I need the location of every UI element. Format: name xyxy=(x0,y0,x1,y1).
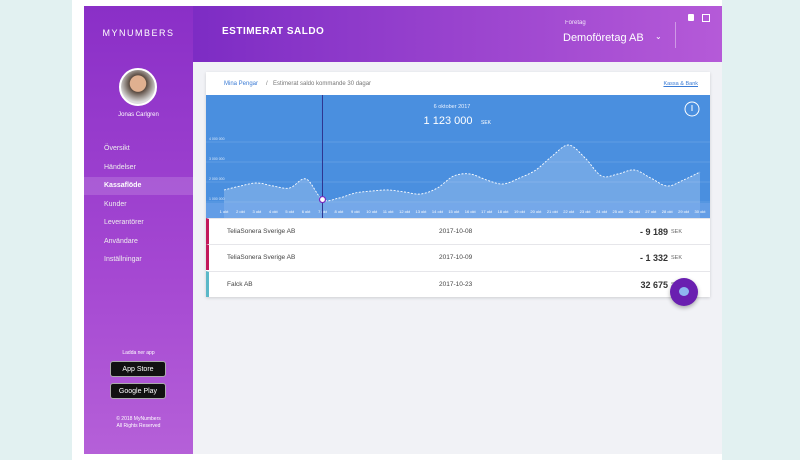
amount: - 1 332 xyxy=(639,253,668,264)
footer-line: All Rights Reserved xyxy=(116,423,161,429)
nav-item[interactable]: Användare xyxy=(104,237,138,245)
company-select[interactable]: Demoföretag AB xyxy=(563,32,644,44)
app-store[interactable]: App Store xyxy=(110,361,166,377)
chat-icon xyxy=(679,287,689,296)
x-tick-label: 21 okt xyxy=(547,209,559,214)
x-tick-label: 23 okt xyxy=(580,209,592,214)
breadcrumb-current: Estimerat saldo kommande 30 dagar xyxy=(273,81,372,87)
chart-bg xyxy=(206,95,710,218)
currency: SEK xyxy=(670,255,682,262)
x-tick-label: 8 okt xyxy=(335,209,345,214)
x-axis-band xyxy=(206,203,710,218)
x-tick-label: 15 okt xyxy=(448,209,460,214)
nav-item[interactable]: Kassaflöde xyxy=(84,177,193,195)
currency-label: SEK xyxy=(481,120,492,126)
sidebar: MYNUMBERS Jonas Carlgren Översikt Händels… xyxy=(84,6,193,454)
x-tick-label: 20 okt xyxy=(530,209,542,214)
logout-icon[interactable] xyxy=(702,14,710,22)
x-tick-label: 24 okt xyxy=(596,209,608,214)
x-tick-label: 6 okt xyxy=(302,209,312,214)
company-label: Företag xyxy=(565,20,586,26)
y-tick-label: 3 000 000 xyxy=(209,157,225,161)
x-tick-label: 26 okt xyxy=(629,209,641,214)
x-tick-label: 11 okt xyxy=(383,209,394,214)
x-tick-label: 4 okt xyxy=(269,209,279,214)
x-tick-label: 30 okt xyxy=(695,209,707,214)
google-play[interactable]: Google Play xyxy=(110,383,166,399)
footer-line: © 2018 MyNumbers xyxy=(116,416,161,422)
x-tick-label: 25 okt xyxy=(612,209,624,214)
header: ESTIMERAT SALDO Företag Demoföretag AB ⌄ xyxy=(193,6,722,62)
divider xyxy=(675,22,676,48)
payee: TeliaSonera Sverige AB xyxy=(227,254,296,262)
x-tick-label: 27 okt xyxy=(645,209,657,214)
amount: 32 675 xyxy=(640,279,668,290)
currency: SEK xyxy=(670,229,682,235)
chart: 1 000 000 2 000 000 3 000 000 4 000 000 1 ok… xyxy=(206,95,710,218)
amount: - 9 189 xyxy=(639,227,668,237)
y-tick-label: 4 000 000 xyxy=(209,137,225,141)
x-tick-label: 2 okt xyxy=(236,209,246,214)
table-row[interactable]: TeliaSonera Sverige AB 2017-10-08 - 9 189 S… xyxy=(206,218,710,244)
x-tick-label: 19 okt xyxy=(514,209,526,214)
nav-item[interactable]: Kunder xyxy=(104,200,127,208)
x-tick-label: 28 okt xyxy=(662,209,674,214)
x-tick-label: 14 okt xyxy=(432,209,444,214)
x-tick-label: 3 okt xyxy=(252,209,262,214)
payee: TeliaSonera Sverige AB xyxy=(227,228,296,235)
nav-item[interactable]: Leverantörer xyxy=(104,219,144,226)
x-tick-label: 10 okt xyxy=(366,209,378,214)
x-tick-label: 13 okt xyxy=(416,209,428,214)
date: 2017-10-08 xyxy=(439,228,473,235)
dropdown-arrow: ⌄ xyxy=(655,32,662,41)
page-title: ESTIMERAT SALDO xyxy=(222,26,325,37)
amount-label: 1 123 000 xyxy=(424,115,473,127)
x-tick-label: 9 okt xyxy=(351,209,361,214)
x-tick-label: 16 okt xyxy=(465,209,477,214)
payee: Falck AB xyxy=(227,280,253,288)
date: 2017-10-23 xyxy=(439,280,473,288)
x-tick-label: 17 okt xyxy=(481,209,493,214)
date: 2017-10-09 xyxy=(439,254,473,262)
y-tick-label: 1 000 000 xyxy=(209,197,225,201)
selected-point xyxy=(318,195,327,204)
nav-item[interactable]: Inställningar xyxy=(104,256,142,263)
logo: MYNUMBERS xyxy=(102,28,175,38)
user-name: Jonas Carlgren xyxy=(118,112,159,118)
nav-item[interactable]: Översikt xyxy=(104,145,130,152)
area xyxy=(224,144,700,218)
nav-item[interactable]: Händelser xyxy=(104,163,136,171)
x-tick-label: 22 okt xyxy=(563,209,575,214)
bank-link[interactable]: Kassa & Bank xyxy=(663,81,698,87)
y-tick-label: 2 000 000 xyxy=(209,177,225,181)
x-tick-label: 18 okt xyxy=(498,209,510,214)
x-tick-label: 29 okt xyxy=(678,209,690,214)
x-tick-label: 1 okt xyxy=(220,209,230,214)
line xyxy=(223,144,701,202)
app-heading: Ladda ner app xyxy=(122,350,155,356)
avatar xyxy=(119,68,157,106)
x-tick-label: 12 okt xyxy=(399,209,411,214)
x-tick-label: 5 okt xyxy=(285,209,295,214)
breadcrumb-link[interactable]: Mina Pengar xyxy=(224,81,259,87)
card: Mina Pengar / Estimerat saldo kommande 3… xyxy=(206,72,710,297)
table-row[interactable]: TeliaSonera Sverige AB 2017-10-09 - 1 332 S… xyxy=(206,244,710,271)
date-label: 6 oktober 2017 xyxy=(434,104,471,110)
info-icon xyxy=(684,101,700,117)
breadcrumb-sep: / xyxy=(266,81,268,87)
lock-icon[interactable] xyxy=(688,14,694,21)
chat-button[interactable] xyxy=(670,278,698,306)
